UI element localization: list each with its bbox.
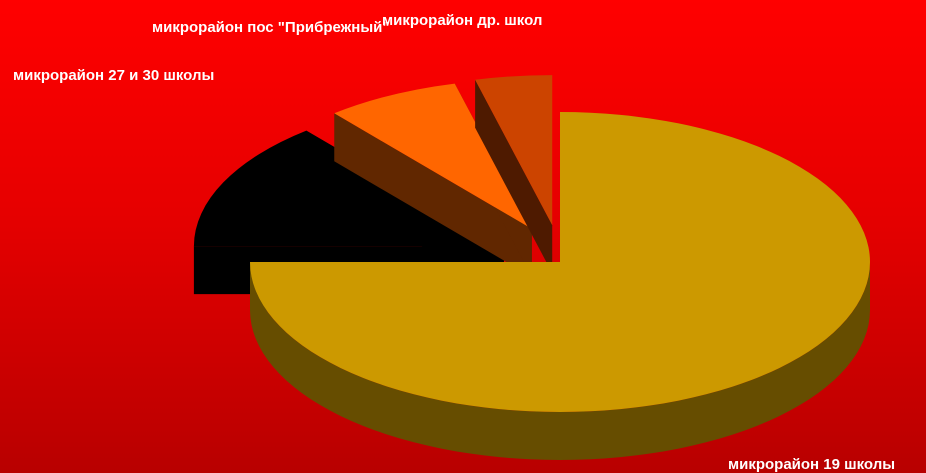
slice-outer-wall <box>250 262 870 460</box>
slice-label: микрорайон пос "Прибрежный" <box>152 19 390 36</box>
pie-slice <box>475 75 553 226</box>
slice-side-face <box>475 79 553 274</box>
slice-label: микрорайон 27 и 30 школы <box>13 67 214 84</box>
pie-slice <box>250 112 870 412</box>
pie-slice <box>193 130 504 247</box>
slices-layer <box>193 75 870 460</box>
slice-side-face <box>334 113 532 277</box>
pie-slice <box>334 83 532 229</box>
labels-layer: микрорайон 19 школы микрорайон 27 и 30 ш… <box>13 12 895 473</box>
slice-label: микрорайон др. школ <box>382 12 542 29</box>
slice-label: микрорайон 19 школы <box>728 456 895 473</box>
